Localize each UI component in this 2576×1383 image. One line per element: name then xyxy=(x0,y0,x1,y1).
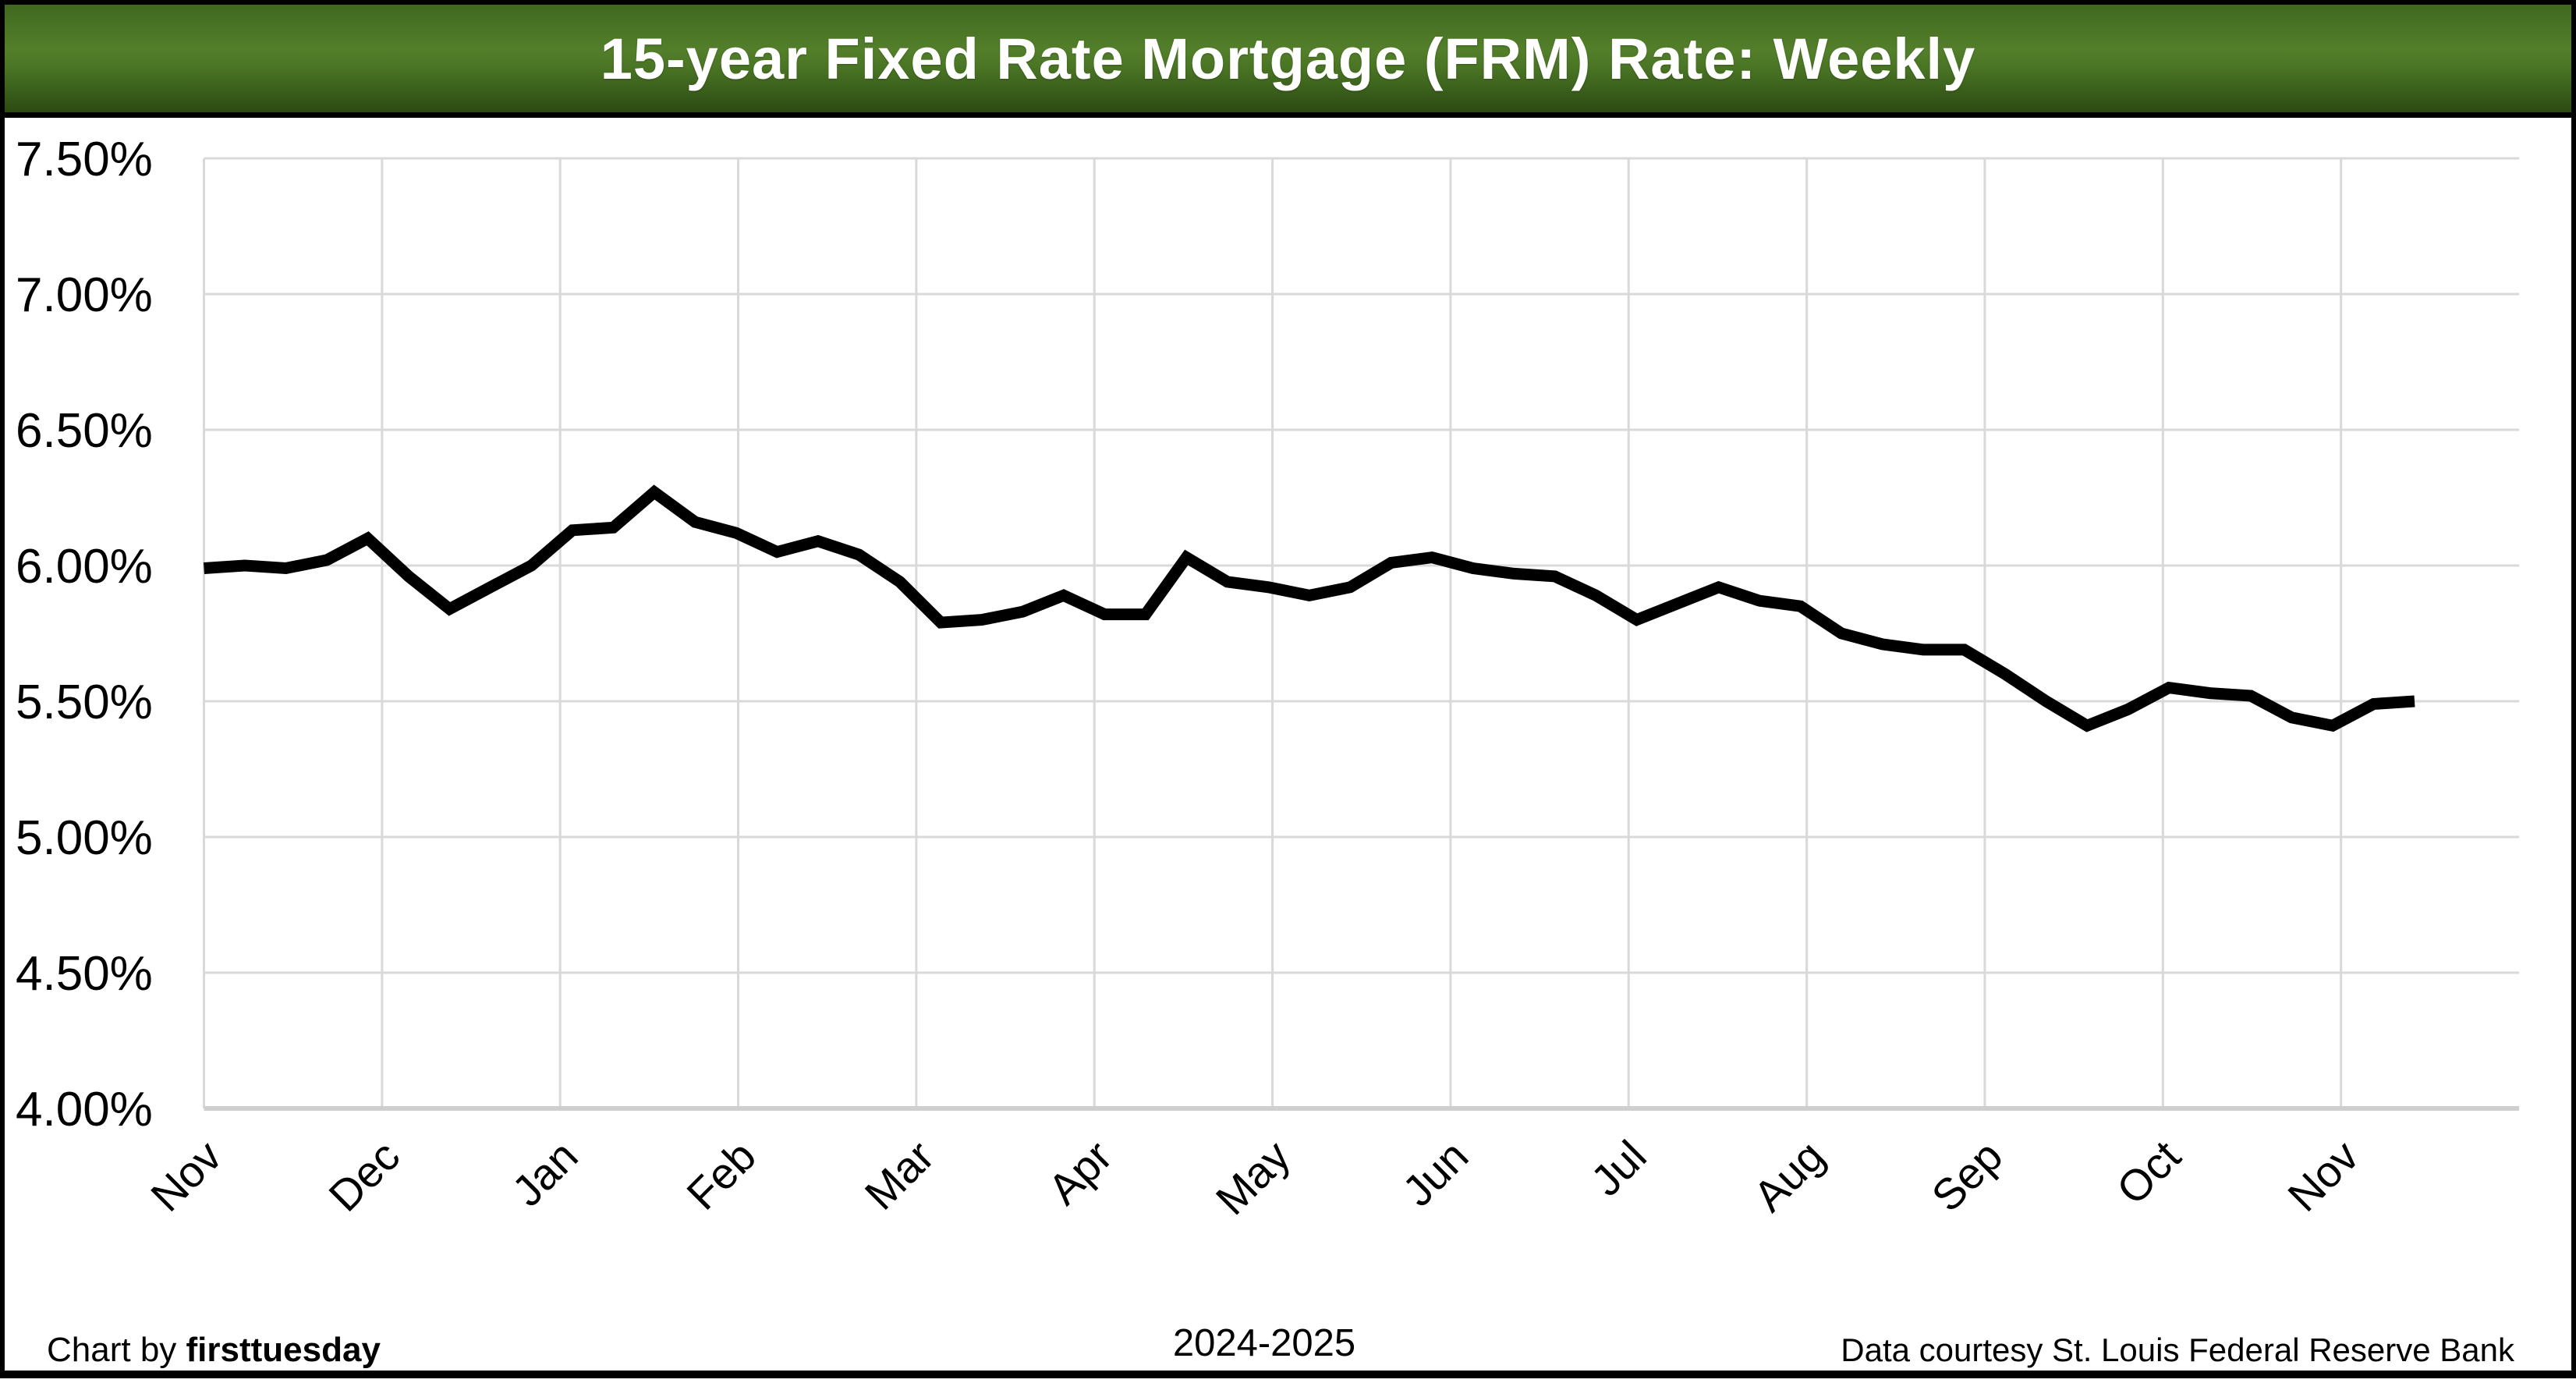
source-credit: Data courtesy St. Louis Federal Reserve … xyxy=(1841,1332,2514,1368)
y-tick-label: 7.00% xyxy=(16,268,153,322)
y-tick-label: 4.50% xyxy=(16,947,153,1001)
credit-prefix: Chart by xyxy=(47,1331,186,1369)
x-tick-label: Aug xyxy=(1744,1131,1834,1221)
credit-brand: firsttuesday xyxy=(186,1331,381,1369)
x-tick-label: Oct xyxy=(2107,1131,2190,1214)
x-tick-label: Sep xyxy=(1922,1131,2011,1221)
y-tick-label: 6.50% xyxy=(16,404,153,458)
title-bar: 15-year Fixed Rate Mortgage (FRM) Rate: … xyxy=(5,5,2571,118)
x-tick-label: Apr xyxy=(1039,1131,1121,1214)
x-tick-label: Jan xyxy=(502,1131,586,1215)
chart-title: 15-year Fixed Rate Mortgage (FRM) Rate: … xyxy=(600,26,1976,91)
x-tick-label: Jul xyxy=(1582,1131,1656,1205)
x-tick-label: Nov xyxy=(2278,1131,2368,1221)
x-tick-label: Dec xyxy=(319,1131,409,1221)
y-tick-label: 6.00% xyxy=(16,540,153,594)
rate-line xyxy=(204,484,2415,732)
x-tick-label: May xyxy=(1207,1131,1299,1224)
y-tick-label: 4.00% xyxy=(16,1083,153,1137)
x-tick-label: Mar xyxy=(856,1131,944,1219)
credit-line: Chart by firsttuesday xyxy=(47,1331,381,1370)
period-label: 2024-2025 xyxy=(1172,1322,1356,1364)
x-tick-label: Nov xyxy=(141,1131,231,1221)
x-tick-label: Feb xyxy=(677,1131,765,1219)
plot-area: 7.50% 7.00% 6.50% 6.00% 5.50% 5.00% 4.50% 4.00%… xyxy=(16,133,2519,1224)
y-tick-label: 7.50% xyxy=(16,133,153,186)
x-tick-label: Jun xyxy=(1393,1131,1477,1215)
y-tick-label: 5.00% xyxy=(16,811,153,865)
y-tick-label: 5.50% xyxy=(16,676,153,729)
